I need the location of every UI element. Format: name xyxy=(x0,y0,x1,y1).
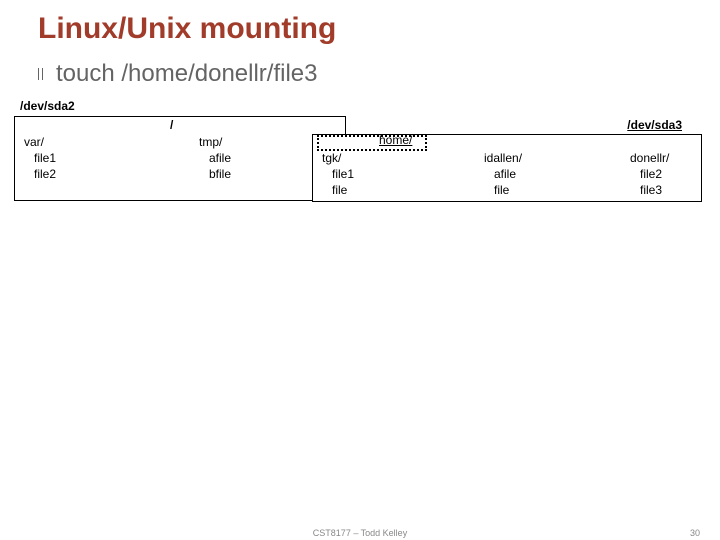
command-text: touch /home/donellr/file3 xyxy=(56,60,318,87)
donellr-column: donellr/ file2 file3 xyxy=(630,150,669,198)
idallen-dir: idallen/ xyxy=(484,150,522,166)
tmp-dir: tmp/ xyxy=(199,134,231,150)
command-line: touch /home/donellr/file3 xyxy=(38,60,318,88)
idallen-column: idallen/ afile file xyxy=(484,150,522,198)
tgk-dir: tgk/ xyxy=(322,150,354,166)
bullet-icon xyxy=(38,69,48,79)
device-sda2-label: /dev/sda2 xyxy=(20,99,75,113)
tmp-file2: bfile xyxy=(209,166,231,182)
root-label: / xyxy=(170,118,173,132)
slide-title: Linux/Unix mounting xyxy=(38,12,336,46)
tgk-file2: file xyxy=(332,182,354,198)
footer-page-number: 30 xyxy=(690,528,700,538)
donellr-dir: donellr/ xyxy=(630,150,669,166)
idallen-file1: afile xyxy=(494,166,522,182)
device-sda3-label: /dev/sda3 xyxy=(627,118,682,132)
tmp-column: tmp/ afile bfile xyxy=(199,134,231,182)
device-sda2-box xyxy=(14,116,346,201)
donellr-file2: file3 xyxy=(640,182,669,198)
idallen-file2: file xyxy=(494,182,522,198)
home-label: home/ xyxy=(379,133,412,147)
footer-author: CST8177 – Todd Kelley xyxy=(313,528,407,538)
var-dir: var/ xyxy=(24,134,56,150)
tgk-file1: file1 xyxy=(332,166,354,182)
tgk-column: tgk/ file1 file xyxy=(322,150,354,198)
donellr-file1: file2 xyxy=(640,166,669,182)
var-file1: file1 xyxy=(34,150,56,166)
var-file2: file2 xyxy=(34,166,56,182)
tmp-file1: afile xyxy=(209,150,231,166)
var-column: var/ file1 file2 xyxy=(24,134,56,182)
